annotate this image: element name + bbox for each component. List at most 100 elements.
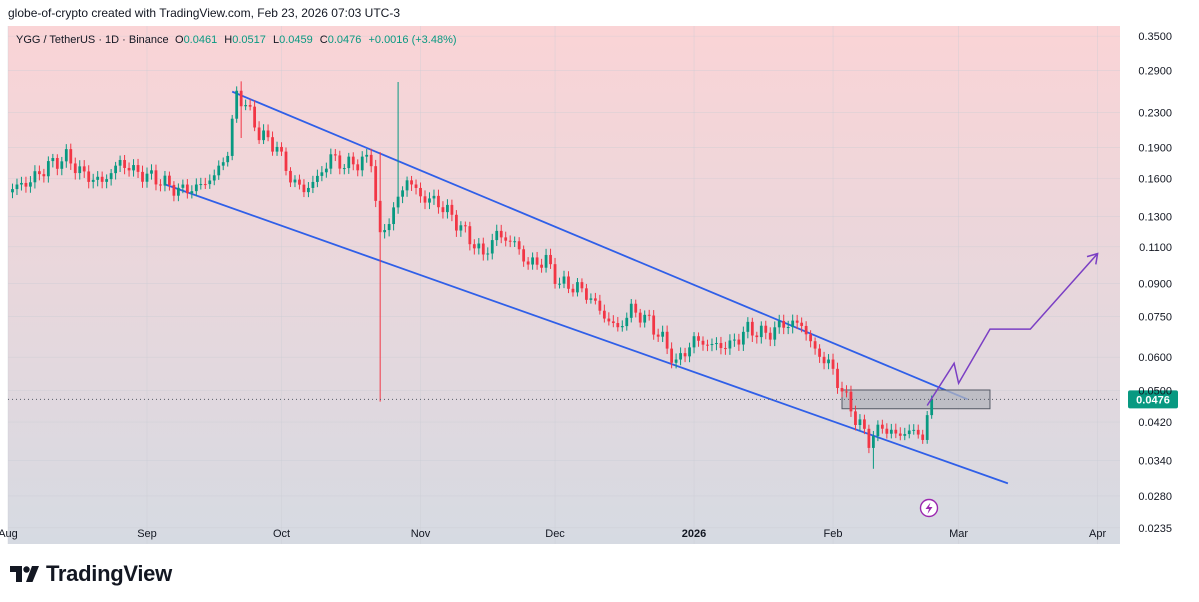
candle-body bbox=[598, 300, 602, 311]
price-axis[interactable]: 0.0235 0.0280 0.0340 0.0420 0.0500 0.0600 0.07… bbox=[1138, 31, 1172, 535]
candle-body bbox=[652, 315, 656, 335]
consolidation-box-rect bbox=[841, 389, 991, 410]
candle-body bbox=[638, 312, 642, 323]
candle-body bbox=[759, 325, 763, 338]
candle-body bbox=[728, 340, 732, 349]
candle-body bbox=[136, 165, 140, 172]
legend-low-label: L bbox=[273, 34, 279, 46]
price-chart[interactable]: 0.0476 0.02350.02800.03400.04200.05000.0… bbox=[0, 0, 1199, 560]
candle-body bbox=[194, 184, 198, 192]
candle-body bbox=[567, 276, 570, 289]
candle-body bbox=[719, 343, 723, 349]
candle-body bbox=[795, 320, 799, 323]
candle-body bbox=[91, 179, 95, 182]
candle-body bbox=[831, 359, 835, 369]
candle-body bbox=[777, 320, 781, 328]
price-tick-label: 0.0280 bbox=[1138, 491, 1172, 503]
candle-body bbox=[262, 130, 265, 141]
candle-body bbox=[683, 353, 687, 357]
flash-icon[interactable] bbox=[919, 498, 939, 518]
tradingview-logo-icon bbox=[10, 566, 39, 582]
legend-open-label: O bbox=[175, 34, 184, 46]
candle-body bbox=[818, 348, 821, 357]
candle-body bbox=[602, 310, 606, 319]
candle-body bbox=[871, 436, 875, 448]
candle-body bbox=[679, 353, 682, 360]
candle-body bbox=[24, 182, 28, 187]
candle-body bbox=[643, 314, 647, 323]
candle-body bbox=[351, 156, 355, 165]
candle-body bbox=[755, 335, 759, 338]
candle-body bbox=[540, 264, 543, 268]
candle-body bbox=[64, 149, 68, 162]
candle-body bbox=[383, 230, 387, 233]
candle-body bbox=[701, 340, 705, 345]
candle-body bbox=[257, 127, 261, 141]
candle-body bbox=[786, 327, 790, 329]
legend-ohlc: O0.0461 H0.0517 L0.0459 C0.0476 +0.0016 … bbox=[175, 34, 457, 46]
candle-body bbox=[867, 428, 871, 448]
candle-body bbox=[230, 118, 234, 156]
projection-line bbox=[926, 253, 1099, 406]
candle-body bbox=[239, 90, 243, 107]
candle-body bbox=[930, 399, 934, 416]
candle-body bbox=[481, 243, 485, 255]
candle-body bbox=[724, 348, 727, 350]
candle-body bbox=[154, 170, 158, 185]
candle-body bbox=[114, 165, 118, 174]
price-tick-label: 0.1100 bbox=[1139, 242, 1172, 254]
candle-body bbox=[428, 198, 431, 203]
candle-body bbox=[20, 182, 23, 185]
candle-body bbox=[244, 105, 248, 107]
candle-body bbox=[715, 343, 718, 345]
candle-body bbox=[526, 261, 530, 265]
candle-body bbox=[907, 430, 911, 435]
candle-body bbox=[55, 158, 59, 169]
price-tick-label: 0.0900 bbox=[1138, 278, 1172, 290]
candle-body bbox=[800, 322, 804, 326]
candle-body bbox=[271, 137, 274, 152]
candle-body bbox=[338, 155, 342, 169]
candle-body bbox=[280, 146, 283, 152]
candle-body bbox=[185, 184, 189, 194]
candle-body bbox=[504, 237, 508, 241]
price-tick-label: 0.1600 bbox=[1138, 174, 1172, 186]
time-axis[interactable]: Aug Sep Oct Nov Dec 2026 Feb Mar Apr bbox=[0, 528, 1106, 540]
candle-body bbox=[768, 332, 772, 340]
candle-body bbox=[141, 171, 144, 182]
candle-body bbox=[576, 282, 579, 293]
candle-body bbox=[410, 180, 413, 185]
candle-body bbox=[253, 106, 257, 128]
candle-body bbox=[226, 155, 230, 163]
candle-body bbox=[854, 411, 857, 426]
candle-body bbox=[472, 244, 476, 249]
time-tick-label: Aug bbox=[0, 528, 18, 540]
candle-body bbox=[845, 391, 848, 393]
price-tick-label: 0.0235 bbox=[1138, 523, 1172, 535]
candle-body bbox=[235, 90, 239, 119]
candle-body bbox=[490, 240, 494, 254]
candle-body bbox=[764, 325, 768, 333]
candle-body bbox=[414, 184, 418, 188]
candle-body bbox=[688, 347, 691, 357]
tradingview-logo[interactable]: TradingView bbox=[10, 561, 172, 587]
descending-channel bbox=[164, 90, 1009, 485]
channel-upper-line bbox=[231, 90, 968, 401]
candle-body bbox=[163, 175, 167, 186]
candle-body bbox=[836, 368, 839, 389]
candle-body bbox=[311, 181, 315, 188]
candle-body bbox=[741, 331, 745, 345]
candle-body bbox=[549, 254, 552, 265]
candle-body bbox=[629, 303, 633, 318]
candle-body bbox=[60, 161, 64, 169]
legend-change: +0.0016 (+3.48%) bbox=[368, 34, 456, 46]
last-price-line: 0.0476 bbox=[8, 390, 1178, 409]
candle-body bbox=[100, 176, 104, 182]
candle-body bbox=[508, 240, 512, 242]
candle-body bbox=[813, 341, 817, 349]
legend-close: 0.0476 bbox=[328, 34, 362, 46]
candle-body bbox=[858, 419, 862, 426]
candle-body bbox=[369, 154, 373, 167]
candle-body bbox=[750, 321, 754, 336]
candle-body bbox=[522, 249, 526, 262]
